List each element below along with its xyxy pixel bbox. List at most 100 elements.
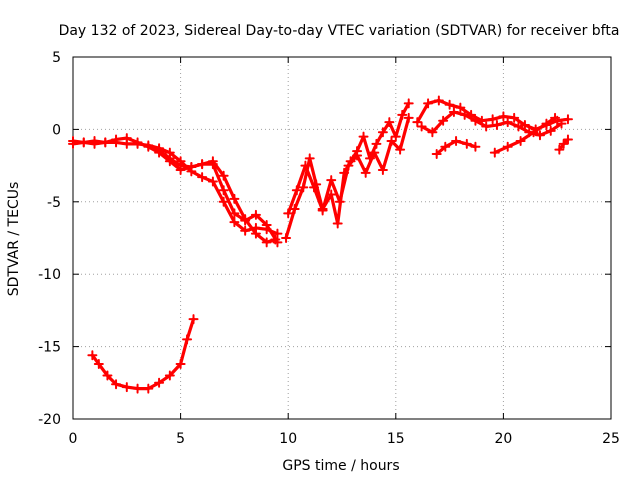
data-point-marker — [289, 204, 300, 215]
data-point-marker — [470, 141, 481, 152]
data-point-marker — [502, 117, 513, 128]
data-point-marker — [207, 176, 218, 187]
data-point-marker — [416, 121, 427, 132]
data-point-marker — [433, 95, 444, 106]
y-tick-labels: 5 0 -5 -10 -15 -20 — [38, 50, 61, 428]
data-point-marker — [461, 138, 472, 149]
x-tick-label: 20 — [494, 431, 512, 447]
data-point-marker — [111, 379, 122, 390]
x-tick-label: 15 — [387, 431, 405, 447]
y-tick-label: -10 — [38, 267, 61, 283]
data-point-marker — [390, 131, 401, 142]
y-tick-label: -15 — [38, 340, 61, 356]
data-point-marker — [218, 170, 229, 181]
data-point-marker — [143, 383, 154, 394]
data-point-marker — [358, 131, 369, 142]
data-point-marker — [369, 147, 380, 158]
data-point-marker — [440, 141, 451, 152]
data-point-marker — [423, 98, 434, 109]
data-point-marker — [121, 382, 132, 393]
data-point-marker — [489, 147, 500, 158]
data-point-marker — [89, 138, 100, 149]
data-point-marker — [352, 150, 363, 161]
y-axis-label: SDTVAR / TECUs — [6, 182, 22, 297]
data-point-marker — [556, 118, 567, 129]
data-point-marker — [444, 99, 455, 110]
y-tick-label: -5 — [47, 195, 61, 211]
data-point-marker — [431, 149, 442, 160]
series-arc-3 — [157, 148, 277, 244]
data-point-marker — [281, 233, 292, 243]
data-point-marker — [291, 185, 302, 196]
x-tick-label: 0 — [69, 431, 78, 447]
data-point-marker — [272, 228, 283, 239]
data-point-marker — [309, 182, 320, 193]
data-point-marker — [459, 109, 470, 120]
data-point-marker — [377, 127, 388, 138]
data-point-marker — [218, 196, 229, 207]
data-point-marker — [229, 217, 240, 228]
grid-lines — [73, 57, 611, 419]
data-point-marker — [384, 117, 395, 128]
data-point-marker — [448, 107, 459, 118]
data-point-marker — [188, 314, 199, 325]
x-tick-label: 25 — [602, 431, 620, 447]
data-point-marker — [343, 160, 354, 171]
data-point-marker — [102, 370, 113, 381]
data-point-marker — [334, 196, 345, 207]
data-point-marker — [250, 228, 261, 239]
axis-ticks — [72, 56, 612, 420]
data-point-marker — [412, 117, 423, 128]
data-point-marker — [491, 120, 502, 131]
data-point-marker — [207, 156, 218, 167]
data-point-marker — [534, 130, 545, 141]
y-tick-label: 5 — [52, 50, 61, 66]
data-point-marker — [451, 135, 462, 146]
x-axis-label: GPS time / hours — [282, 458, 399, 474]
data-point-marker — [487, 114, 498, 125]
data-point-marker — [78, 137, 89, 148]
data-point-marker — [403, 98, 414, 109]
data-point-marker — [261, 237, 272, 248]
chart-title: Day 132 of 2023, Sidereal Day-to-day VTE… — [59, 23, 620, 39]
data-point-marker — [481, 121, 492, 132]
data-point-marker — [68, 138, 78, 149]
plot-frame — [72, 56, 612, 420]
data-point-marker — [175, 160, 186, 171]
data-point-marker — [377, 164, 388, 175]
data-point-marker — [154, 144, 165, 155]
data-point-marker — [550, 112, 561, 123]
data-point-marker — [470, 115, 481, 126]
data-point-marker — [502, 141, 513, 152]
data-point-marker — [397, 109, 408, 120]
data-point-marker — [175, 358, 186, 369]
data-point-marker — [386, 135, 397, 146]
data-point-marker — [455, 102, 466, 113]
data-point-marker — [270, 234, 281, 245]
data-point-marker — [438, 115, 449, 126]
data-point-marker — [332, 218, 343, 229]
series-arc-11 — [90, 317, 196, 391]
data-point-marker — [240, 225, 251, 236]
data-point-marker — [143, 141, 154, 152]
data-point-marker — [562, 114, 573, 125]
y-tick-label: -20 — [38, 412, 61, 428]
data-point-marker — [261, 219, 272, 230]
data-point-marker — [229, 193, 240, 204]
data-point-marker — [164, 153, 175, 164]
data-point-marker — [197, 159, 208, 170]
data-point-marker — [317, 205, 328, 216]
series-arc-2 — [71, 136, 279, 244]
data-point-marker — [519, 120, 530, 131]
data-point-marker — [427, 127, 438, 138]
data-point-marker — [229, 208, 240, 219]
data-point-marker — [111, 134, 122, 145]
data-point-marker — [197, 172, 208, 183]
x-tick-label: 10 — [279, 431, 297, 447]
data-point-marker — [132, 137, 143, 148]
x-tick-label: 5 — [176, 431, 185, 447]
data-point-marker — [541, 118, 552, 129]
data-point-marker — [515, 135, 526, 146]
data-point-marker — [554, 144, 565, 155]
